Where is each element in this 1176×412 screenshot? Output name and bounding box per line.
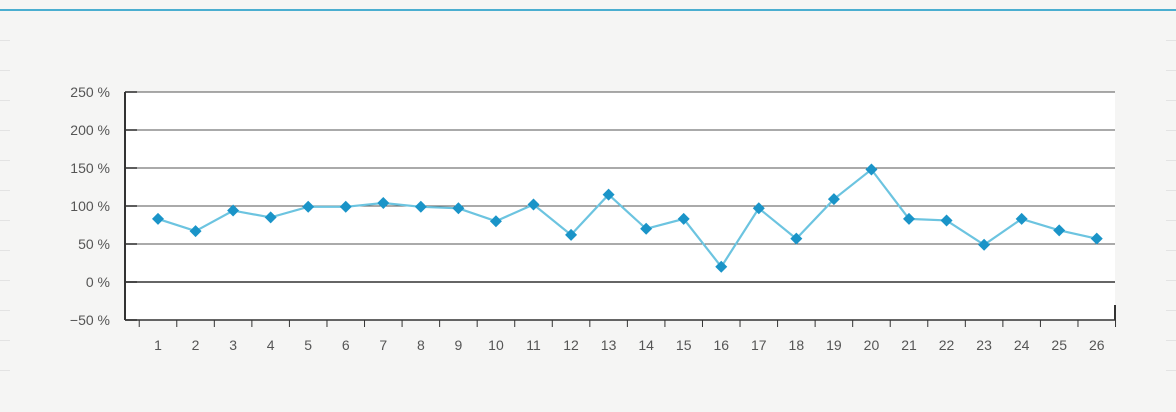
y-axis-ticks: −50 % 0 % 50 % 100 % 150 % 200 % 250 %	[70, 84, 137, 328]
y-tick-label: 250 %	[70, 84, 110, 100]
x-tick-label: 23	[976, 337, 992, 353]
y-tick-label: 200 %	[70, 122, 110, 138]
data-point	[302, 200, 315, 213]
y-tick-label: −50 %	[70, 312, 110, 328]
edge-tick	[0, 370, 10, 371]
data-point	[527, 198, 540, 211]
edge-tick	[1166, 190, 1176, 191]
data-point	[602, 188, 615, 201]
data-point	[715, 260, 728, 273]
data-point	[264, 211, 277, 224]
edge-tick	[1166, 40, 1176, 41]
edge-tick	[1166, 280, 1176, 281]
edge-tick	[1166, 370, 1176, 371]
edge-tick	[0, 310, 10, 311]
y-tick-label: 50 %	[78, 236, 110, 252]
data-point	[865, 163, 878, 176]
edge-tick	[0, 220, 10, 221]
y-tick-label: 150 %	[70, 160, 110, 176]
x-tick-label: 19	[826, 337, 842, 353]
edge-tick	[1166, 130, 1176, 131]
data-point	[827, 193, 840, 206]
data-point	[790, 232, 803, 245]
data-point	[227, 204, 240, 217]
x-tick-label: 24	[1014, 337, 1030, 353]
edge-tick	[1166, 310, 1176, 311]
data-point	[903, 212, 915, 225]
edge-tick	[0, 190, 10, 191]
x-tick-label: 7	[379, 337, 387, 353]
x-tick-label: 13	[601, 337, 617, 353]
data-point	[940, 214, 953, 227]
edge-tick	[0, 340, 10, 341]
y-tick-label: 0 %	[86, 274, 110, 290]
x-tick-label: 15	[676, 337, 692, 353]
data-point	[1090, 232, 1103, 245]
x-tick-label: 14	[638, 337, 654, 353]
edge-tick	[0, 70, 10, 71]
x-tick-label: 25	[1051, 337, 1067, 353]
edge-tick	[0, 160, 10, 161]
y-tick-label: 100 %	[70, 198, 110, 214]
series-group	[152, 163, 1103, 273]
edge-tick	[0, 280, 10, 281]
x-tick-label: 4	[267, 337, 275, 353]
data-point	[1053, 224, 1066, 237]
x-tick-label: 18	[789, 337, 805, 353]
edge-tick	[1166, 70, 1176, 71]
x-tick-label: 3	[229, 337, 237, 353]
edge-tick	[0, 250, 10, 251]
edge-tick	[0, 100, 10, 101]
edge-tick	[1166, 220, 1176, 221]
x-tick-label: 20	[864, 337, 880, 353]
data-point	[677, 212, 690, 225]
x-tick-label: 8	[417, 337, 425, 353]
edge-tick	[1166, 340, 1176, 341]
data-point	[414, 200, 427, 213]
data-point	[752, 202, 765, 215]
x-tick-label: 5	[304, 337, 312, 353]
data-point	[489, 215, 502, 228]
edge-tick	[0, 130, 10, 131]
x-tick-label: 10	[488, 337, 504, 353]
x-tick-label: 26	[1089, 337, 1105, 353]
data-point	[452, 202, 465, 215]
series-line	[157, 167, 1098, 269]
x-tick-label: 1	[154, 337, 162, 353]
x-tick-label: 17	[751, 337, 767, 353]
x-tick-label: 2	[192, 337, 200, 353]
edge-tick	[0, 40, 10, 41]
data-point	[1015, 212, 1028, 225]
x-tick-label: 6	[342, 337, 350, 353]
data-point	[978, 238, 991, 251]
top-accent-rule	[0, 9, 1176, 11]
edge-tick	[1166, 160, 1176, 161]
edge-tick	[1166, 100, 1176, 101]
x-tick-label: 22	[939, 337, 955, 353]
edge-tick	[1166, 250, 1176, 251]
data-point	[189, 225, 202, 238]
data-point	[565, 228, 578, 241]
x-axis-ticks: 1 2 3 4 5 6 7 8 9 10 11 12 13 14 15 16 17 18 19 20 21 22 23 24 2…	[138, 320, 1117, 353]
data-point	[152, 212, 164, 225]
x-tick-label: 11	[526, 337, 541, 353]
data-point	[377, 196, 390, 209]
data-point	[339, 200, 352, 213]
x-tick-label: 16	[713, 337, 729, 353]
x-tick-label: 21	[901, 337, 917, 353]
data-point	[640, 222, 653, 235]
x-tick-label: 9	[455, 337, 463, 353]
x-tick-label: 12	[563, 337, 579, 353]
